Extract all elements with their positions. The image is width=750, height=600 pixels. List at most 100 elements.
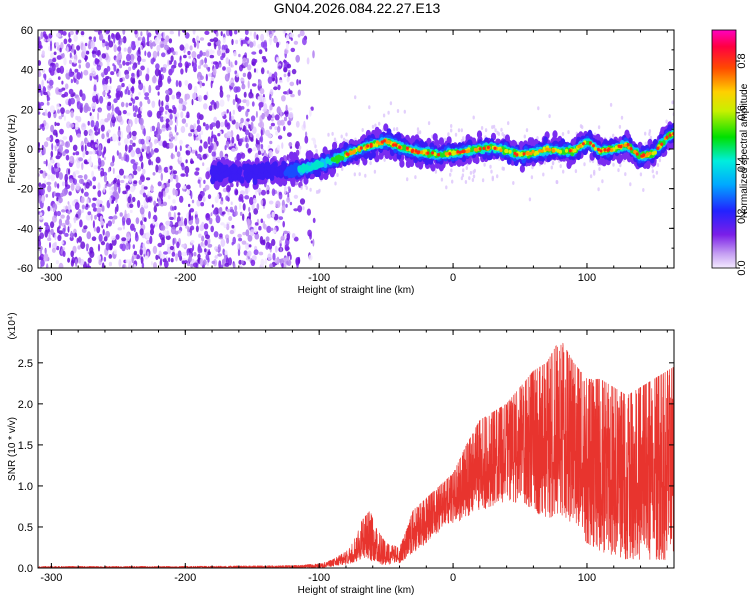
noise-blob: [126, 232, 130, 238]
noise-blob: [187, 189, 191, 195]
noise-blob: [116, 150, 119, 156]
noise-blob: [282, 263, 287, 268]
noise-blob: [471, 178, 475, 182]
noise-blob: [191, 98, 194, 106]
noise-blob: [64, 232, 69, 237]
noise-blob: [266, 190, 270, 195]
noise-blob: [278, 79, 283, 84]
noise-blob: [289, 90, 293, 95]
noise-blob: [188, 214, 192, 222]
noise-blob: [117, 54, 123, 61]
noise-blob: [147, 196, 152, 202]
noise-blob: [249, 132, 253, 138]
noise-blob: [148, 211, 151, 219]
noise-blob: [41, 123, 45, 128]
noise-blob: [101, 133, 105, 140]
noise-blob: [100, 124, 105, 132]
trace-blob: [305, 150, 311, 159]
noise-blob: [215, 120, 221, 129]
noise-blob: [125, 185, 131, 190]
noise-blob: [231, 115, 235, 121]
noise-blob: [472, 174, 476, 179]
noise-blob: [160, 127, 166, 132]
noise-blob: [288, 112, 294, 119]
noise-blob: [108, 216, 114, 220]
noise-blob: [85, 203, 89, 208]
noise-blob: [221, 112, 225, 117]
noise-blob: [212, 50, 215, 54]
noise-blob: [119, 63, 123, 69]
noise-blob: [176, 241, 180, 249]
noise-blob: [152, 218, 155, 226]
noise-blob: [145, 73, 150, 82]
noise-blob: [284, 185, 287, 195]
noise-blob: [120, 38, 124, 43]
noise-blob: [162, 190, 166, 198]
noise-blob: [111, 218, 115, 225]
noise-blob: [236, 134, 240, 142]
noise-blob: [341, 167, 344, 171]
noise-blob: [38, 111, 41, 115]
noise-blob: [150, 42, 153, 50]
noise-blob: [175, 253, 178, 262]
noise-blob: [184, 32, 190, 39]
noise-blob: [180, 216, 184, 222]
noise-blob: [247, 147, 253, 153]
noise-blob: [90, 67, 96, 75]
noise-blob: [178, 30, 181, 37]
noise-blob: [644, 141, 647, 146]
noise-blob: [196, 119, 200, 125]
noise-blob: [161, 184, 165, 189]
noise-blob: [371, 124, 375, 129]
noise-blob: [259, 135, 264, 143]
trace-blob: [232, 166, 238, 174]
noise-blob: [186, 248, 189, 256]
noise-blob: [374, 123, 377, 128]
noise-blob: [450, 128, 453, 133]
noise-blob: [69, 178, 73, 183]
noise-blob: [237, 105, 242, 112]
noise-blob: [70, 230, 73, 239]
noise-blob: [152, 245, 158, 254]
noise-blob: [271, 30, 274, 36]
noise-blob: [203, 223, 209, 230]
noise-blob: [131, 255, 134, 264]
noise-blob: [134, 96, 139, 100]
noise-blob: [155, 254, 159, 261]
noise-blob: [207, 136, 211, 145]
noise-blob: [182, 101, 188, 106]
noise-blob: [178, 220, 184, 227]
noise-blob: [135, 217, 140, 225]
noise-blob: [236, 181, 239, 188]
noise-blob: [94, 215, 97, 220]
noise-blob: [38, 235, 41, 242]
noise-blob: [217, 133, 221, 137]
noise-blob: [131, 59, 134, 65]
noise-blob: [208, 105, 213, 111]
noise-blob: [158, 69, 162, 76]
noise-blob: [127, 89, 131, 96]
noise-blob: [272, 112, 275, 120]
noise-blob: [118, 152, 122, 160]
noise-blob: [61, 188, 67, 197]
noise-blob: [134, 233, 139, 242]
noise-blob: [160, 225, 166, 231]
noise-blob: [624, 172, 627, 177]
noise-blob: [131, 78, 136, 85]
noise-blob: [416, 127, 420, 132]
noise-blob: [150, 58, 155, 65]
noise-blob: [78, 236, 82, 243]
noise-blob: [209, 142, 214, 151]
noise-blob: [150, 261, 153, 266]
noise-blob: [151, 125, 156, 132]
noise-blob: [220, 238, 226, 247]
noise-blob: [38, 216, 44, 220]
noise-blob: [73, 178, 77, 185]
noise-blob: [291, 68, 297, 75]
noise-blob: [147, 110, 153, 118]
noise-blob: [308, 254, 313, 261]
noise-blob: [239, 202, 242, 210]
noise-blob: [73, 34, 78, 42]
noise-blob: [283, 67, 288, 73]
noise-blob: [275, 76, 278, 84]
